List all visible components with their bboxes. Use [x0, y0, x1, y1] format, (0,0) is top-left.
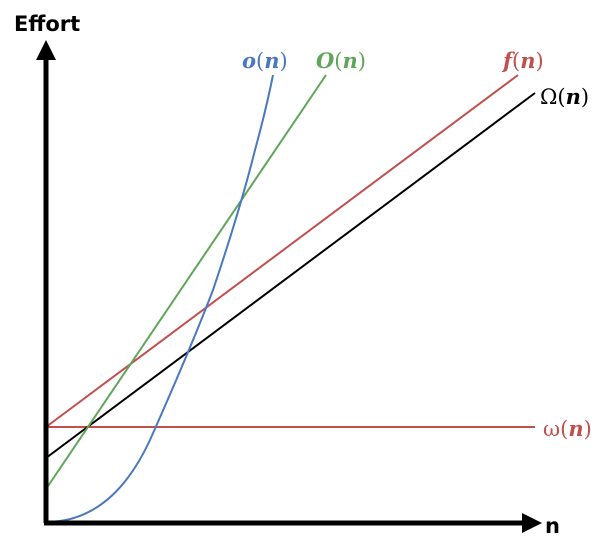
big-o-curve: [45, 74, 327, 490]
little-omega-label: ω(n): [543, 416, 592, 441]
big-o-label: O(n): [316, 48, 366, 73]
y-axis-label: Effort: [14, 12, 80, 36]
big-omega-curve: [45, 92, 536, 459]
f-label: f(n): [501, 48, 544, 73]
x-axis-label: n: [545, 514, 560, 538]
little-o-label: o(n): [242, 48, 288, 73]
big-omega-label: Ω(n): [540, 84, 589, 109]
little-o-curve: [45, 74, 274, 523]
y-axis-arrowhead: [36, 40, 56, 60]
x-axis-arrowhead: [522, 513, 542, 533]
f-curve: [45, 74, 519, 428]
